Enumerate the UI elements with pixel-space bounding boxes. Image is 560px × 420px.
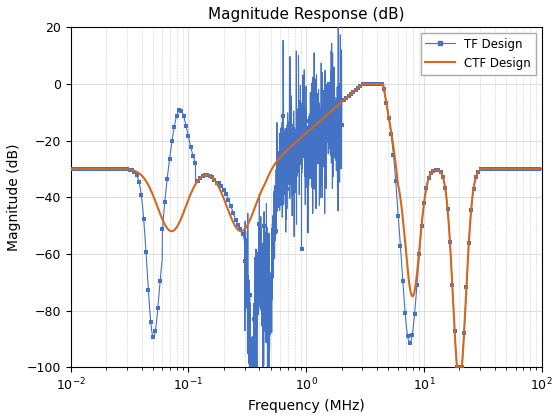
CTF Design <box>67 166 74 171</box>
Title: Magnitude Response (dB): Magnitude Response (dB) <box>208 7 404 22</box>
CTF Design <box>359 81 366 87</box>
X-axis label: Frequency (MHz): Frequency (MHz) <box>248 399 365 413</box>
Line: CTF Design: CTF Design <box>71 84 542 367</box>
CTF Design <box>248 216 254 221</box>
Legend: TF Design, CTF Design: TF Design, CTF Design <box>421 33 536 74</box>
CTF Design <box>374 81 380 87</box>
CTF Design <box>350 89 357 94</box>
CTF Design <box>153 201 160 206</box>
CTF Design <box>419 216 426 221</box>
CTF Design <box>538 166 545 171</box>
CTF Design <box>455 365 461 370</box>
Y-axis label: Magnitude (dB): Magnitude (dB) <box>7 144 21 251</box>
CTF Design <box>454 365 460 370</box>
